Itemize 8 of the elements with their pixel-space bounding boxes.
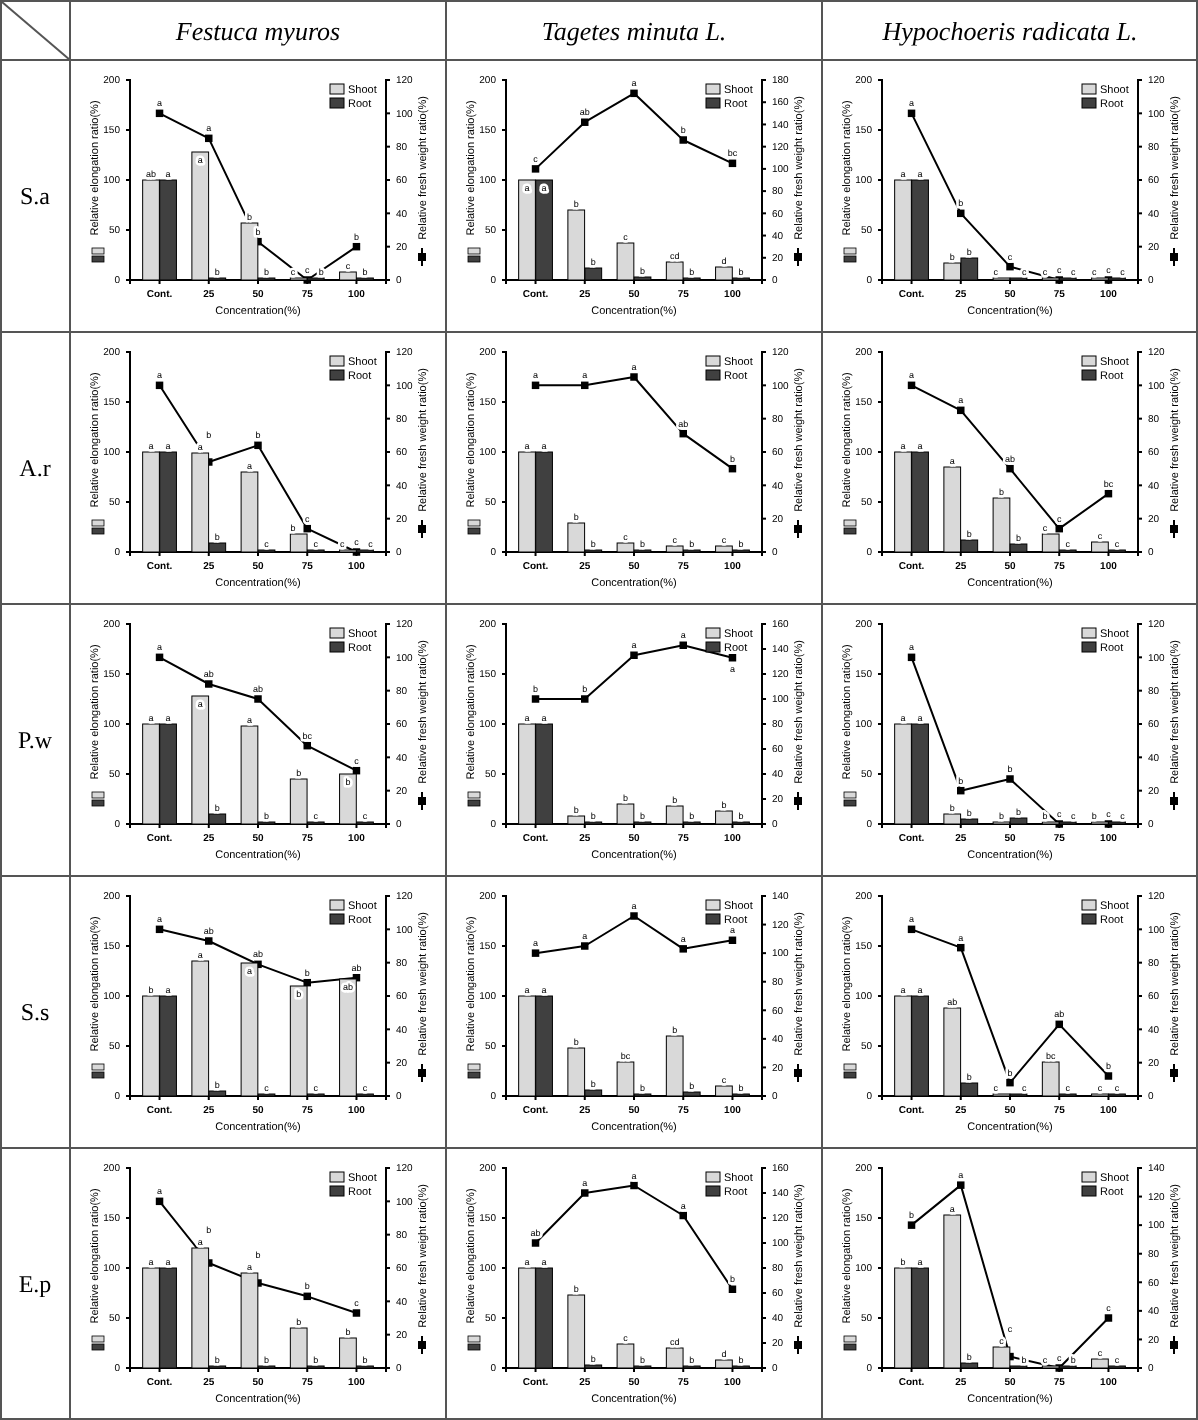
- text: E.p: [18, 1270, 52, 1298]
- text: S.s: [20, 998, 50, 1026]
- chart-title: Hypochoeris radicata L.: [880, 16, 1138, 46]
- chart-title: Festuca myuros: [173, 16, 341, 46]
- text: S.a: [20, 182, 52, 210]
- text: A.r: [19, 454, 51, 482]
- text: P.w: [17, 726, 53, 754]
- chart-title: Tagetes minuta L.: [541, 16, 727, 46]
